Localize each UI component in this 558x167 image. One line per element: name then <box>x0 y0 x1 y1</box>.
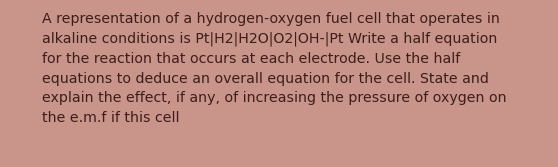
Text: A representation of a hydrogen-oxygen fuel cell that operates in
alkaline condit: A representation of a hydrogen-oxygen fu… <box>42 12 507 125</box>
